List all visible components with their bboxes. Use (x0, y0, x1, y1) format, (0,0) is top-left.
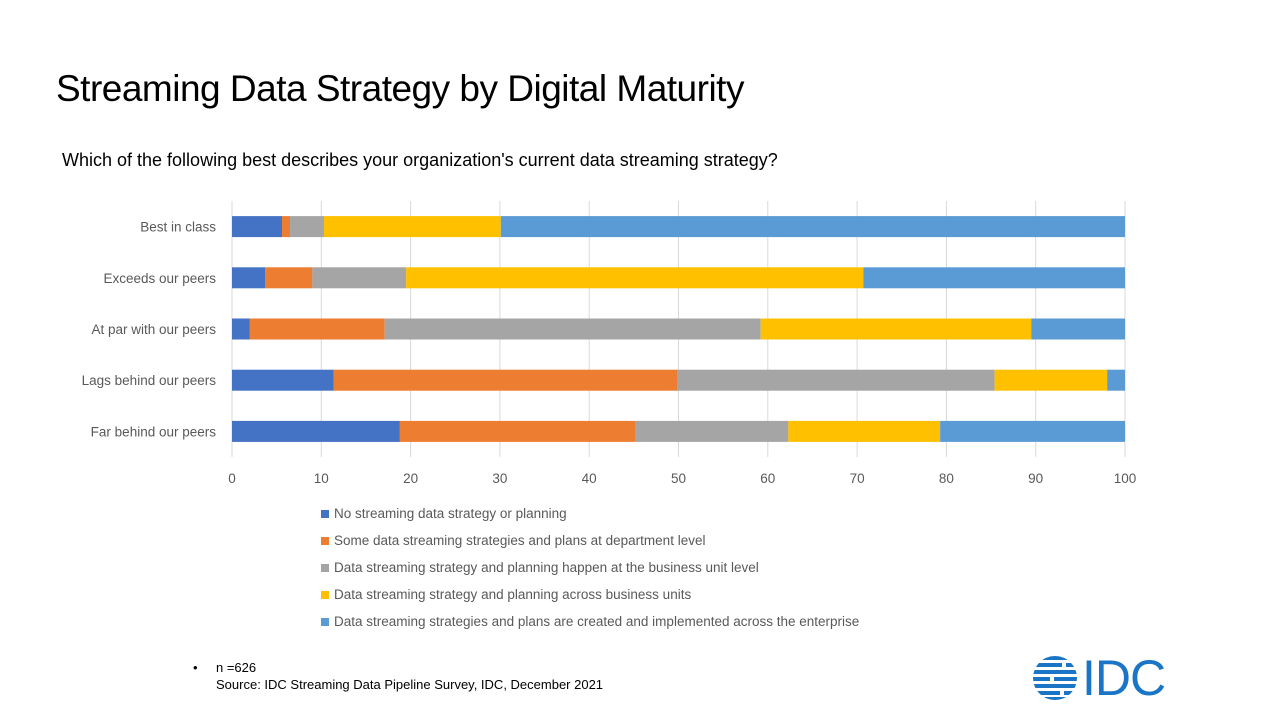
x-tick-label: 50 (671, 471, 686, 486)
idc-logo: IDC (1032, 650, 1166, 706)
bullet: • (193, 660, 198, 675)
x-tick-label: 30 (492, 471, 507, 486)
bar-segment (232, 216, 283, 238)
bar-segment (312, 267, 407, 289)
category-label: Lags behind our peers (82, 373, 217, 388)
category-label: At par with our peers (91, 322, 216, 337)
legend-swatch (321, 590, 329, 599)
legend-swatch (321, 617, 329, 626)
bar-segment (232, 369, 334, 391)
bar-segment (677, 369, 995, 391)
bar-segment (232, 420, 400, 442)
legend-swatch (321, 563, 329, 572)
globe-stripes-icon (1033, 656, 1077, 700)
x-axis-ticks: 0 10 20 30 40 50 60 70 80 90 100 (228, 471, 1136, 486)
bar-segment (635, 420, 789, 442)
bar-segment (290, 216, 324, 238)
x-tick-label: 20 (403, 471, 418, 486)
bar-segment (406, 267, 864, 289)
bar-segment (333, 369, 678, 391)
source-note: Source: IDC Streaming Data Pipeline Surv… (216, 677, 604, 692)
legend-label: Data streaming strategy and planning hap… (334, 560, 759, 575)
category-labels: Best in class Exceeds our peers At par wit… (82, 220, 217, 440)
legend-label: Data streaming strategies and plans are … (334, 614, 860, 629)
legend-item: Some data streaming strategies and plans… (321, 527, 859, 554)
slide-title: Streaming Data Strategy by Digital Matur… (56, 68, 744, 109)
legend-label: Some data streaming strategies and plans… (334, 533, 706, 548)
category-label: Best in class (140, 220, 216, 235)
bar-segment (384, 318, 761, 340)
x-tick-label: 60 (760, 471, 775, 486)
legend-item: No streaming data strategy or planning (321, 500, 859, 527)
bar-segment (994, 369, 1108, 391)
legend-item: Data streaming strategy and planning hap… (321, 554, 859, 581)
logo-text: IDC (1082, 650, 1166, 706)
footnote: • n =626 Source: IDC Streaming Data Pipe… (193, 659, 603, 693)
bar-segment (1107, 369, 1125, 391)
bar-segment (323, 216, 501, 238)
legend-item: Data streaming strategy and planning acr… (321, 581, 859, 608)
x-tick-label: 100 (1114, 471, 1137, 486)
bar-segment (940, 420, 1125, 442)
bar-segment (399, 420, 636, 442)
chart-legend: No streaming data strategy or planning So… (321, 500, 859, 635)
bars (232, 216, 1126, 442)
x-tick-label: 10 (314, 471, 329, 486)
bar-segment (249, 318, 385, 340)
bar-segment (788, 420, 941, 442)
bar-segment (282, 216, 291, 238)
x-tick-label: 40 (582, 471, 597, 486)
bar-segment (500, 216, 1126, 238)
bar-segment (265, 267, 313, 289)
legend-label: Data streaming strategy and planning acr… (334, 587, 692, 602)
x-tick-label: 80 (939, 471, 954, 486)
bar-segment (232, 318, 250, 340)
bar-segment (863, 267, 1125, 289)
x-tick-label: 0 (228, 471, 236, 486)
sample-size: n =626 (216, 660, 257, 675)
legend-swatch (321, 509, 329, 518)
category-label: Exceeds our peers (103, 271, 216, 286)
bar-segment (1031, 318, 1125, 340)
bar-segment (232, 267, 266, 289)
legend-item: Data streaming strategies and plans are … (321, 608, 859, 635)
x-tick-label: 70 (850, 471, 865, 486)
bar-segment (760, 318, 1032, 340)
category-label: Far behind our peers (91, 424, 217, 439)
x-tick-label: 90 (1028, 471, 1043, 486)
legend-label: No streaming data strategy or planning (334, 506, 567, 521)
stacked-bar-chart: Best in class Exceeds our peers At par wit… (82, 201, 1136, 486)
legend-swatch (321, 536, 329, 545)
survey-question: Which of the following best describes yo… (62, 150, 778, 170)
